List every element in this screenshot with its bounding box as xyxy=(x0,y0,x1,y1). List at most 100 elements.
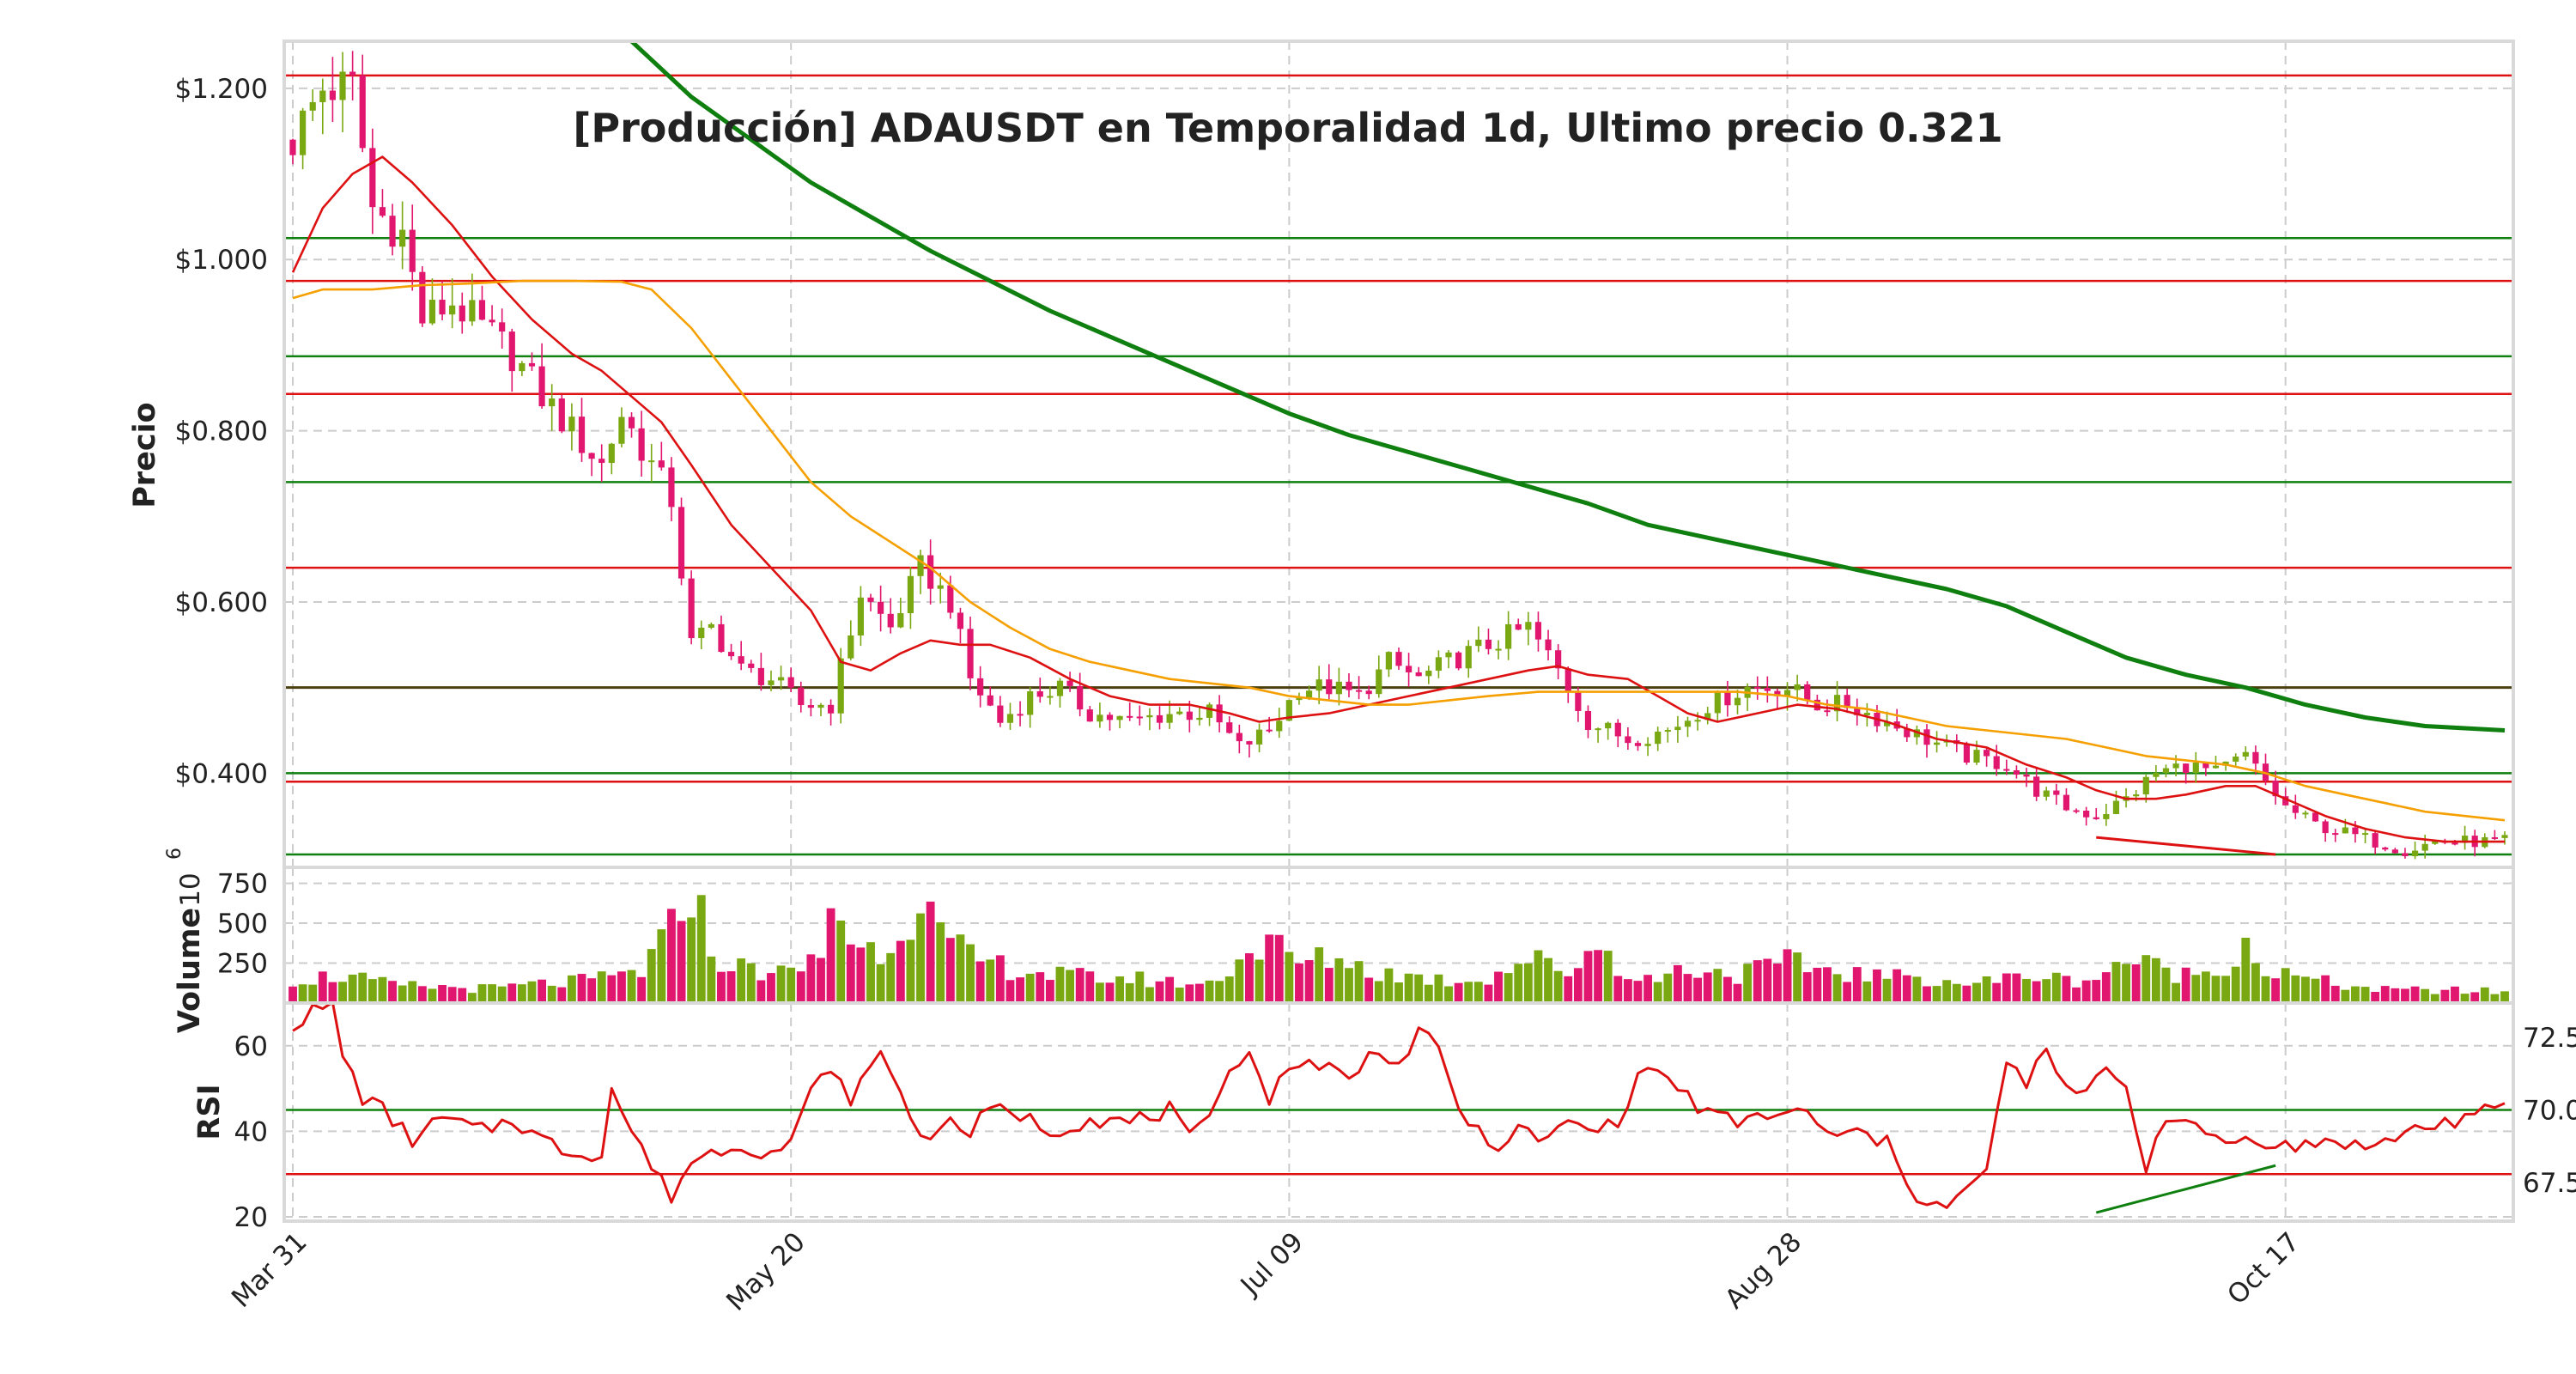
candle-bullish xyxy=(608,443,615,464)
candle-bearish xyxy=(1724,690,1731,706)
candle-bearish xyxy=(1564,668,1571,692)
candle-bullish xyxy=(1296,697,1303,701)
candle-bearish xyxy=(1406,666,1413,672)
volume-bar xyxy=(497,986,507,1003)
candle-bearish xyxy=(1186,711,1193,720)
candle-bearish xyxy=(1365,690,1372,695)
volume-bar xyxy=(2111,962,2121,1003)
x-tick-label: Oct 17 xyxy=(2221,1226,2306,1310)
candle-bullish xyxy=(1176,711,1183,714)
candle-bullish xyxy=(1097,714,1103,722)
volume-bar xyxy=(1125,982,1134,1003)
volume-bar xyxy=(1315,947,1324,1003)
candle-bearish xyxy=(1415,672,1422,677)
volume-bar xyxy=(2142,955,2151,1003)
candle-bullish xyxy=(1166,714,1173,723)
volume-bar xyxy=(1733,983,1742,1003)
candle-bullish xyxy=(1385,652,1392,670)
volume-bar xyxy=(557,987,567,1003)
volume-bar xyxy=(1345,968,1353,1003)
volume-bar xyxy=(886,952,896,1003)
volume-bar xyxy=(577,974,586,1003)
volume-bar xyxy=(1384,968,1394,1003)
volume-bar xyxy=(388,981,397,1003)
volume-bar xyxy=(1165,976,1175,1003)
candle-bullish xyxy=(1196,717,1203,720)
volume-bar xyxy=(1613,976,1623,1003)
candle-bearish xyxy=(1077,685,1084,710)
volume-bar xyxy=(318,971,327,1003)
volume-grid xyxy=(284,867,2513,1003)
candle-bearish xyxy=(1127,715,1133,718)
volume-bar xyxy=(488,984,497,1003)
candle-bullish xyxy=(2342,827,2348,834)
volume-bar xyxy=(1902,975,1911,1003)
candle-bearish xyxy=(798,687,805,706)
x-tick-label: Aug 28 xyxy=(1719,1226,1807,1315)
volume-bar xyxy=(2460,994,2470,1003)
ma-long xyxy=(629,41,2506,733)
candle-bearish xyxy=(289,139,296,155)
candle-bullish xyxy=(768,680,775,685)
volume-bar xyxy=(1394,982,1403,1003)
candle-bullish xyxy=(1595,728,1601,731)
volume-multiplier: 10 xyxy=(175,872,206,906)
volume-bar xyxy=(1893,969,1902,1003)
candle-bullish xyxy=(1863,713,1870,715)
candle-bullish xyxy=(1525,622,1532,630)
volume-bar xyxy=(1085,971,1095,1003)
volume-bar xyxy=(587,978,597,1003)
price-divergence-line xyxy=(2096,836,2276,856)
volume-bar xyxy=(926,901,935,1003)
candle-bullish xyxy=(1883,721,1891,727)
volume-bar xyxy=(1852,967,1862,1003)
candle-bearish xyxy=(578,416,586,453)
candle-bullish xyxy=(1644,744,1651,746)
candle-bearish xyxy=(558,398,565,432)
volume-bar xyxy=(1882,978,1892,1003)
volume-bar xyxy=(866,942,875,1003)
moving-averages xyxy=(291,41,2506,856)
candle-bearish xyxy=(1036,691,1043,697)
candle-bearish xyxy=(638,428,645,461)
volume-bar xyxy=(1016,977,1024,1003)
candle-bullish xyxy=(1674,727,1681,731)
volume-bar xyxy=(1504,973,1513,1003)
volume-bar xyxy=(906,939,915,1003)
candle-bearish xyxy=(957,612,964,629)
candle-bearish xyxy=(439,300,446,315)
candle-bullish xyxy=(449,305,456,315)
volume-bar xyxy=(1145,987,1154,1003)
volume-bar xyxy=(876,964,885,1003)
candle-bullish xyxy=(897,613,904,628)
volume-bar xyxy=(2022,978,2031,1003)
candle-bearish xyxy=(987,695,993,706)
volume-bar xyxy=(1813,967,1822,1003)
candle-bearish xyxy=(1266,729,1273,732)
volume-bar xyxy=(2300,976,2310,1003)
volume-bar xyxy=(2101,972,2111,1003)
candle-bearish xyxy=(1216,704,1223,723)
volume-bar xyxy=(477,984,487,1003)
candle-bearish xyxy=(807,705,814,708)
volume-bar xyxy=(2440,989,2450,1003)
candle-bearish xyxy=(1774,690,1781,696)
price-panel: $0.400 $0.600 $0.800 $1.000 $1.200 Precio [P… xyxy=(128,41,2513,867)
volume-bar xyxy=(2341,989,2350,1003)
candle-bearish xyxy=(878,601,884,614)
volume-bar xyxy=(846,944,855,1003)
candle-bullish xyxy=(2112,800,2120,814)
candle-bullish xyxy=(2212,765,2220,769)
candle-bullish xyxy=(2043,790,2050,797)
candle-bullish xyxy=(1255,729,1263,745)
candle-bullish xyxy=(2103,813,2110,819)
candle-bearish xyxy=(1226,722,1233,733)
candle-bearish xyxy=(867,597,874,602)
volume-bar xyxy=(2181,967,2190,1003)
candle-bullish xyxy=(1933,742,1941,745)
volume-bar xyxy=(1075,968,1084,1003)
rsi-line xyxy=(292,1003,2506,1209)
candle-bearish xyxy=(2053,790,2060,795)
volume-bar xyxy=(1703,972,1712,1003)
volume-bar xyxy=(1473,982,1483,1003)
